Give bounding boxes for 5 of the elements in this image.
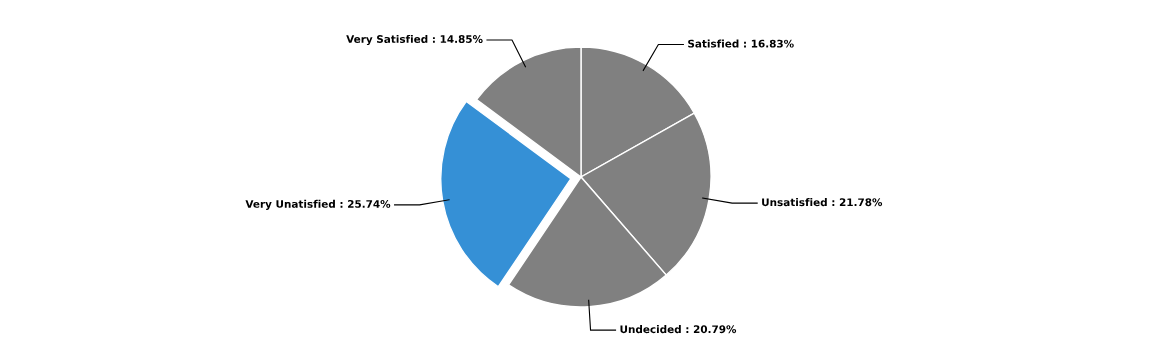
slice-label: Undecided : 20.79%: [620, 325, 737, 334]
slice-label: Unsatisfied : 21.78%: [762, 198, 883, 207]
slice-label: Satisfied : 16.83%: [688, 39, 794, 48]
slice-label: Very Satisfied : 14.85%: [346, 34, 483, 46]
slice-label: Very Unatisfied : 25.74%: [245, 199, 391, 210]
